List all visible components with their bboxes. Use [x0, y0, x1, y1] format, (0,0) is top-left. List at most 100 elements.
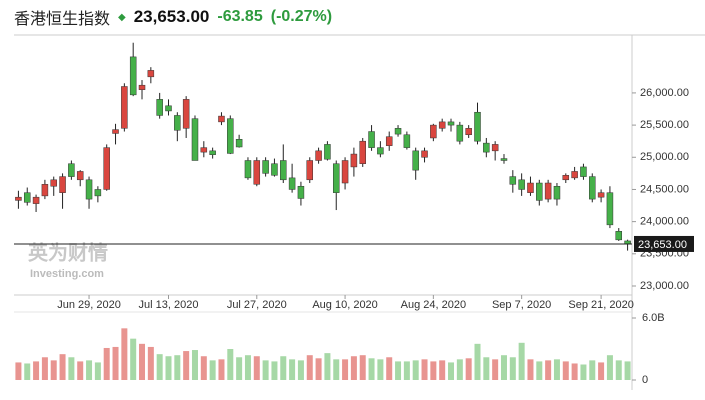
candle-body [182, 99, 190, 129]
candle-body [438, 121, 446, 129]
candle-body [606, 192, 614, 226]
candle-body [138, 84, 146, 90]
volume-bar [191, 350, 198, 380]
candle-body [483, 142, 490, 153]
volume-bar [624, 361, 631, 380]
volume-bar [236, 357, 243, 380]
candle-body [41, 184, 49, 197]
candle-body [15, 196, 22, 201]
candle-body [491, 144, 499, 152]
candle-body [218, 115, 225, 123]
candle-body [76, 171, 84, 181]
x-tick-label: Jun 29, 2020 [57, 299, 121, 311]
candle-body [553, 185, 561, 200]
change-pct: (-0.27%) [270, 8, 333, 25]
volume-bar [342, 359, 349, 380]
candle-body [615, 231, 623, 241]
volume-bar [412, 360, 419, 380]
y-tick-label: 24,500.00 [640, 183, 689, 195]
volume-bar [359, 355, 366, 380]
candle-body [465, 128, 472, 136]
volume-bar [306, 355, 313, 380]
volume-bar [571, 363, 578, 380]
y-tick-label: 25,000.00 [640, 151, 689, 163]
volume-bar [130, 338, 137, 380]
candle-body [544, 182, 552, 200]
volume-bar [15, 362, 22, 380]
volume-bar [368, 358, 375, 380]
y-tick-label: 25,500.00 [640, 119, 689, 131]
volume-bar [421, 359, 428, 380]
candle-body [394, 128, 402, 135]
volume-bar [606, 355, 613, 380]
volume-bar [333, 359, 340, 380]
candle-body [562, 175, 570, 181]
volume-bar [324, 353, 331, 380]
y-tick-label: 26,000.00 [640, 87, 689, 99]
candle-body [200, 147, 208, 153]
candle-body [315, 150, 322, 161]
candle-body [421, 150, 428, 158]
volume-bar [271, 361, 278, 380]
volume-bar [50, 360, 57, 380]
candle-body [121, 86, 128, 129]
candle-body [306, 160, 314, 181]
volume-bar [200, 356, 207, 380]
candle-body [377, 147, 384, 155]
watermark: Investing.com [30, 268, 104, 280]
volume-bar [59, 354, 66, 380]
volume-tick-label: 0 [642, 374, 648, 386]
candle-body [332, 163, 340, 193]
volume-bar [227, 349, 234, 380]
volume-bar [244, 355, 251, 380]
volume-tick-label: 6.0B [642, 312, 665, 324]
volume-bar [86, 360, 93, 380]
x-tick-label: Sep 7, 2020 [492, 299, 551, 311]
candle-body [253, 160, 261, 185]
volume-bar [94, 362, 101, 380]
title: 香港恒生指数 [14, 11, 111, 28]
volume-bar [492, 359, 499, 380]
candle-body [368, 131, 375, 148]
volume-bar [518, 342, 525, 380]
candle-body [94, 189, 102, 197]
volume-bar [218, 359, 225, 380]
candle-body [500, 158, 508, 161]
x-tick-label: Aug 24, 2020 [401, 299, 466, 311]
volume-bar [500, 355, 507, 380]
last-price-box [634, 235, 694, 252]
volume-bar [430, 361, 437, 380]
candle-body [191, 118, 199, 161]
volume-bar [527, 359, 534, 380]
candle-body [23, 192, 31, 203]
header: 香港恒生指数 ◆ 23,653.00 -63.85 (-0.27%) [14, 6, 332, 28]
candle-body [297, 185, 305, 199]
candle-body [59, 176, 66, 193]
x-tick-label: Aug 10, 2020 [312, 299, 377, 311]
candle-body [50, 179, 57, 187]
volume-bar [121, 328, 128, 380]
y-tick-label: 23,000.00 [640, 280, 689, 292]
volume-bar [280, 356, 287, 380]
volume-bar [456, 359, 463, 380]
volume-bar [589, 360, 596, 380]
volume-bar [33, 361, 40, 380]
candle-body [262, 160, 269, 174]
volume-bar [156, 354, 163, 380]
volume-bar [209, 360, 216, 380]
candle-body [350, 153, 358, 168]
candle-body [227, 118, 234, 154]
candle-body [209, 150, 216, 155]
volume-bar [483, 357, 490, 380]
volume-bar [139, 343, 146, 380]
volume-bar [553, 359, 560, 380]
candle-body [589, 176, 596, 200]
volume-bar [615, 360, 622, 380]
candle-body [509, 176, 517, 185]
volume-bar [147, 346, 154, 380]
candle-body [68, 163, 75, 177]
candle-body [156, 99, 163, 116]
candle-body [430, 124, 437, 139]
volume-bar [350, 356, 357, 380]
